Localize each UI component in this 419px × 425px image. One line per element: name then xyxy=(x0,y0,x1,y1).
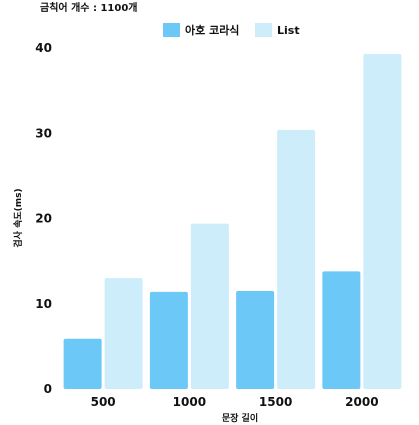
y-axis-label: 검사 속도(ms) xyxy=(12,188,24,247)
bar-aho-1500 xyxy=(236,290,275,389)
legend-swatch-0 xyxy=(163,23,180,37)
y-tick-label: 0 xyxy=(44,382,52,396)
y-axis-ticks: 0 10 20 30 40 xyxy=(35,41,52,396)
x-tick-label: 1500 xyxy=(259,395,292,409)
x-tick-label: 500 xyxy=(91,395,116,409)
legend-label-1: List xyxy=(277,24,300,37)
chart-subtitle: 금칙어 개수 : 1100개 xyxy=(40,1,137,14)
legend-label-0: 아호 코라식 xyxy=(185,23,239,37)
x-axis-label: 문장 길이 xyxy=(222,412,258,424)
bar-list-2000 xyxy=(363,53,402,389)
bar-aho-1000 xyxy=(149,291,188,389)
bar-list-1500 xyxy=(277,129,316,389)
bar-list-500 xyxy=(104,278,143,389)
legend-swatch-1 xyxy=(255,23,272,37)
bar-list-1000 xyxy=(190,223,229,389)
bar-aho-2000 xyxy=(322,271,361,389)
bar-aho-500 xyxy=(63,338,102,389)
y-tick-label: 30 xyxy=(35,126,52,140)
x-tick-label: 2000 xyxy=(345,395,378,409)
x-tick-label: 1000 xyxy=(173,395,206,409)
bars-group xyxy=(63,53,402,389)
y-tick-label: 40 xyxy=(35,41,52,55)
y-tick-label: 20 xyxy=(35,212,52,226)
legend: 아호 코라식 List xyxy=(163,23,300,37)
x-axis-ticks: 500 1000 1500 2000 xyxy=(91,395,379,409)
y-tick-label: 10 xyxy=(35,297,52,311)
